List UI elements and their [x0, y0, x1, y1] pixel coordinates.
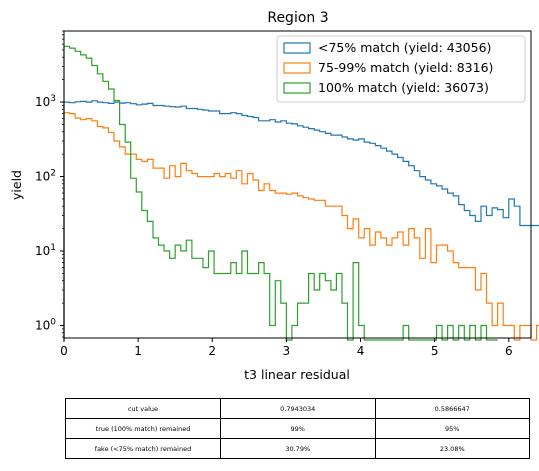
legend-frame — [276, 35, 526, 103]
cut-efficiency-table: cut value 0.7943034 0.5866647 true (100% ma… — [65, 398, 530, 459]
legend-label-1: 75-99% match (yield: 8316) — [318, 60, 493, 75]
x-tick-label: 2 — [208, 344, 216, 358]
series-line-0 — [63, 100, 539, 340]
table-row: cut value 0.7943034 0.5866647 — [65, 398, 530, 419]
x-tick-label: 4 — [357, 344, 365, 358]
table-cell: 0.7943034 — [220, 398, 376, 419]
series-layer — [63, 45, 539, 341]
legend-label-0: <75% match (yield: 43056) — [318, 40, 491, 55]
x-axis-ticks: 0 1 2 3 4 5 6 — [60, 338, 513, 358]
plot-frame — [63, 30, 532, 339]
table-cell: 99% — [220, 418, 376, 439]
y-tick-label: 103 — [35, 94, 56, 109]
table-row-header: fake (<75% match) remained — [65, 438, 221, 459]
x-tick-label: 3 — [283, 344, 291, 358]
x-axis-label: t3 linear residual — [244, 367, 350, 382]
x-tick-label: 5 — [431, 344, 439, 358]
legend-swatch-2 — [283, 82, 311, 94]
table-row: true (100% match) remained 99% 95% — [65, 418, 530, 439]
table-cell: 95% — [374, 418, 530, 439]
legend-swatch-0 — [283, 42, 311, 54]
y-axis-ticks: 100 101 102 103 — [35, 30, 64, 338]
legend-label-2: 100% match (yield: 36073) — [318, 80, 489, 95]
table-row: fake (<75% match) remained 30.79% 23.08% — [65, 438, 530, 459]
table-cell: 0.5866647 — [374, 398, 530, 419]
x-tick-label: 6 — [505, 344, 513, 358]
y-tick-label: 102 — [35, 169, 56, 184]
y-tick-label: 101 — [35, 243, 56, 258]
table-cell: 23.08% — [374, 438, 530, 459]
table-cell: 30.79% — [220, 438, 376, 459]
legend: <75% match (yield: 43056) 75-99% match (y… — [276, 35, 526, 103]
table-row-header: true (100% match) remained — [65, 418, 221, 439]
series-line-1 — [63, 112, 539, 341]
series-line-2 — [63, 45, 498, 341]
x-tick-label: 1 — [134, 344, 142, 358]
x-tick-label: 0 — [60, 344, 68, 358]
y-axis-label: yield — [9, 170, 24, 200]
table-row-header: cut value — [65, 398, 221, 419]
histogram-chart: Region 3 0 1 2 3 4 5 6 100 101 102 103 t3 linear … — [9, 10, 539, 382]
y-tick-label: 100 — [35, 318, 56, 333]
legend-swatch-1 — [283, 62, 311, 74]
chart-title: Region 3 — [267, 10, 328, 26]
